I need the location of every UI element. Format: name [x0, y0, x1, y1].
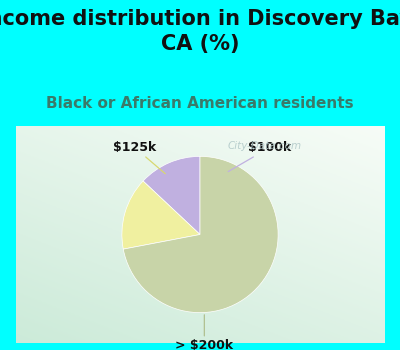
Text: $100k: $100k — [228, 141, 291, 172]
Text: $125k: $125k — [113, 141, 165, 174]
Wedge shape — [123, 156, 278, 313]
Wedge shape — [122, 181, 200, 249]
Text: > $200k: > $200k — [175, 315, 234, 350]
Wedge shape — [143, 156, 200, 235]
Text: City-Data.com: City-Data.com — [228, 141, 302, 151]
Text: Black or African American residents: Black or African American residents — [46, 96, 354, 111]
Text: Income distribution in Discovery Bay,
CA (%): Income distribution in Discovery Bay, CA… — [0, 9, 400, 54]
